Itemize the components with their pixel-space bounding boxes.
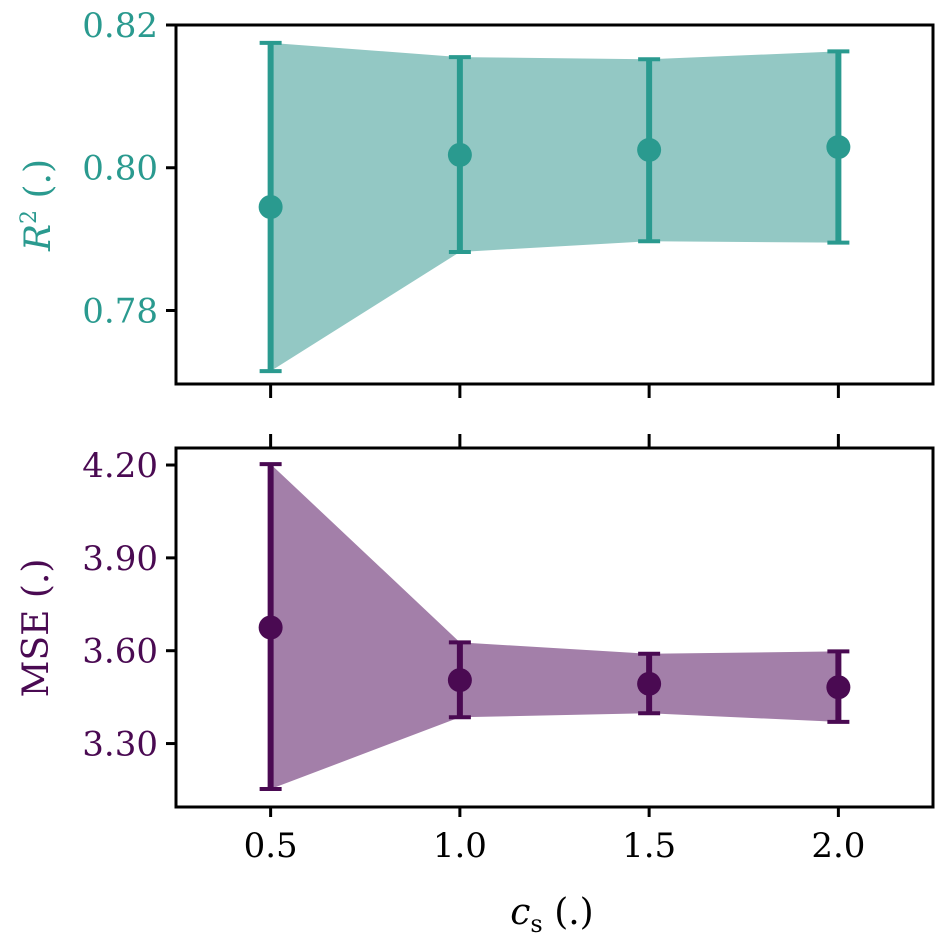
- r2-error-band-layer: [270, 42, 839, 372]
- mse-panel: 3.30 3.60 3.90 4.20 0.5 1.0 1.5 2.0 MSE (.) cs…: [16, 434, 935, 938]
- r2-data-point: [637, 137, 662, 162]
- mse-data-point: [447, 668, 472, 693]
- r2-x-ticks: [269, 384, 840, 398]
- mse-y-tick-label: 3.90: [82, 539, 158, 579]
- mse-error-band: [270, 464, 839, 790]
- r2-y-tick-label: 0.82: [82, 6, 158, 46]
- mse-plot-frame: [174, 446, 935, 809]
- mse-y-ticks: 3.30 3.60 3.90 4.20: [82, 446, 176, 765]
- x-tick-label: 0.5: [244, 826, 298, 866]
- mse-y-tick-label: 3.30: [82, 725, 158, 765]
- x-tick-label: 1.5: [622, 826, 676, 866]
- r2-data-point: [447, 142, 472, 167]
- mse-y-tick-label: 3.60: [82, 632, 158, 672]
- x-tick-label: 2.0: [811, 826, 865, 866]
- r2-y-tick-label: 0.80: [82, 149, 158, 189]
- r2-y-tick-label: 0.78: [82, 291, 158, 331]
- r2-error-band: [270, 42, 839, 372]
- r2-data-point: [258, 194, 283, 219]
- r2-panel: 0.78 0.80 0.82 R2 (.): [17, 6, 935, 398]
- mse-data-point: [826, 675, 851, 700]
- r2-y-ticks: 0.78 0.80 0.82: [82, 6, 176, 331]
- r2-plot-frame: [174, 23, 935, 386]
- x-tick-label: 1.0: [433, 826, 487, 866]
- mse-data-point: [637, 671, 662, 696]
- mse-data-point: [258, 615, 283, 640]
- r2-data-point: [826, 135, 851, 160]
- r2-y-axis-label: R2 (.): [17, 159, 59, 252]
- x-axis-label: cs (.): [510, 892, 593, 938]
- mse-y-tick-label: 4.20: [82, 446, 158, 486]
- mse-marks-layer: [258, 462, 851, 792]
- mse-error-band-layer: [270, 464, 839, 790]
- mse-y-axis-label: MSE (.): [16, 559, 57, 698]
- mse-x-ticks: 0.5 1.0 1.5 2.0: [244, 434, 865, 866]
- r2-marks-layer: [258, 40, 851, 374]
